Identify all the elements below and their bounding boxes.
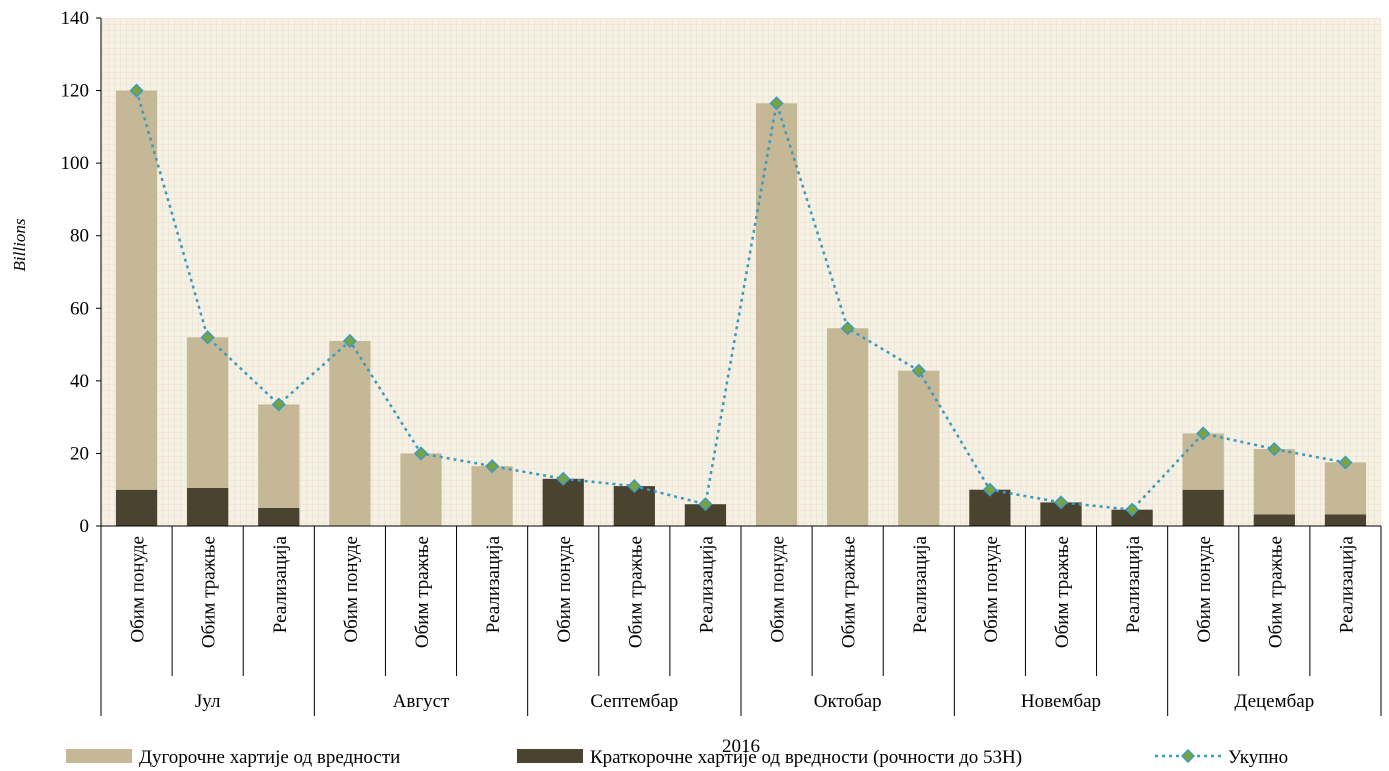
y-tick-label: 60 [70,298,89,319]
bar-segment [1182,433,1224,490]
bar-segment [1324,462,1367,515]
total-point-marker [200,330,215,345]
plot-area [101,18,1381,526]
bars [115,90,1367,527]
total-point-marker [1267,442,1282,457]
total-point-marker [911,363,926,378]
y-tick-label: 40 [70,371,89,392]
legend-marker-total [1180,748,1196,764]
total-line [129,83,1353,517]
x-axis-title: 2016 [722,736,760,757]
x-category-label: Реализација [270,535,291,633]
bar-segment [755,103,798,527]
bar-segment [187,337,229,488]
x-group-label: Септембар [590,691,678,712]
bar-segment [1040,502,1082,526]
bar-segment [1253,449,1295,515]
y-tick-label: 80 [70,226,89,247]
legend-swatch-long-term [66,749,132,763]
x-category-label: Обим понуде [1194,536,1215,643]
bar-segment [542,478,584,526]
bar-segment [115,90,158,490]
x-category-label: Реализација [483,535,504,633]
x-category-label: Обим тражње [625,536,646,648]
x-category-label: Обим понуде [341,536,362,643]
bar-segment [898,370,940,526]
total-point-marker [698,497,713,512]
x-category-label: Обим тражње [839,536,860,648]
y-tick-label: 140 [61,8,90,29]
bar-segment [258,507,300,526]
x-category-label: Обим тражње [199,536,220,648]
bar-segment [684,504,727,526]
legend-swatch-short-term [517,749,583,763]
y-axis: 0 20 40 60 80 100 120 140 [61,8,102,537]
total-point-marker [556,471,571,486]
x-category-label: Обим понуде [554,536,575,643]
x-group-label: Новембар [1021,691,1101,712]
bar-segment [258,404,300,508]
x-category-label: Обим тражње [412,536,433,648]
x-group-label: Август [393,691,450,712]
x-category-label: Обим понуде [128,536,149,643]
y-tick-label: 20 [70,443,89,464]
bar-segment [400,453,442,526]
y-tick-label: 0 [80,516,90,537]
bar-segment [827,328,869,526]
total-point-marker [271,397,286,412]
bar-segment [329,340,371,526]
legend-label-short-term: Краткорочне хартије од вредности (рочнос… [590,747,1022,768]
x-category-label: Обим тражње [1265,536,1286,648]
x-category-label: Реализација [1123,535,1144,633]
total-point-marker [627,479,642,494]
x-category-label: Реализација [696,535,717,633]
bar-segment [1111,509,1153,526]
bar-segment [1182,489,1224,526]
total-point-marker [485,459,500,474]
x-category-label: Обим тражње [1052,536,1073,648]
bar-segment [1324,514,1367,526]
bar-segment [115,489,158,526]
total-point-marker [1053,495,1069,510]
y-tick-label: 100 [61,153,90,174]
y-axis-label: Billions [10,218,29,271]
legend-label-total: Укупно [1228,747,1288,768]
total-point-marker [982,482,997,497]
total-point-marker [840,321,855,336]
x-category-label: Реализација [1336,535,1357,633]
total-series-line [135,90,1346,511]
x-group-label: Децембар [1234,691,1314,712]
x-category-label: Реализација [910,535,931,633]
legend-label-long-term: Дугорочне хартије од вредности [139,747,400,768]
total-point-marker [413,446,429,461]
y-tick-label: 120 [61,81,90,102]
x-category-label: Обим понуде [981,536,1002,643]
total-point-marker [1196,426,1211,441]
total-point-marker [1125,502,1140,517]
total-point-marker [769,96,784,111]
total-point-marker [342,333,357,349]
x-group-label: Јул [195,691,221,712]
legend: Дугорочне хартије од вредности Краткорочн… [66,747,1288,768]
total-point-marker [129,83,144,98]
x-category-label: Обим понуде [768,536,789,643]
x-axis: Обим понуде Обим тражње Реализација Обим по… [100,525,1382,716]
bar-segment [187,487,229,526]
x-group-label: Октобар [814,691,882,712]
bar-segment [1253,514,1295,526]
total-point-marker [1338,455,1353,470]
bar-segment [471,466,513,526]
